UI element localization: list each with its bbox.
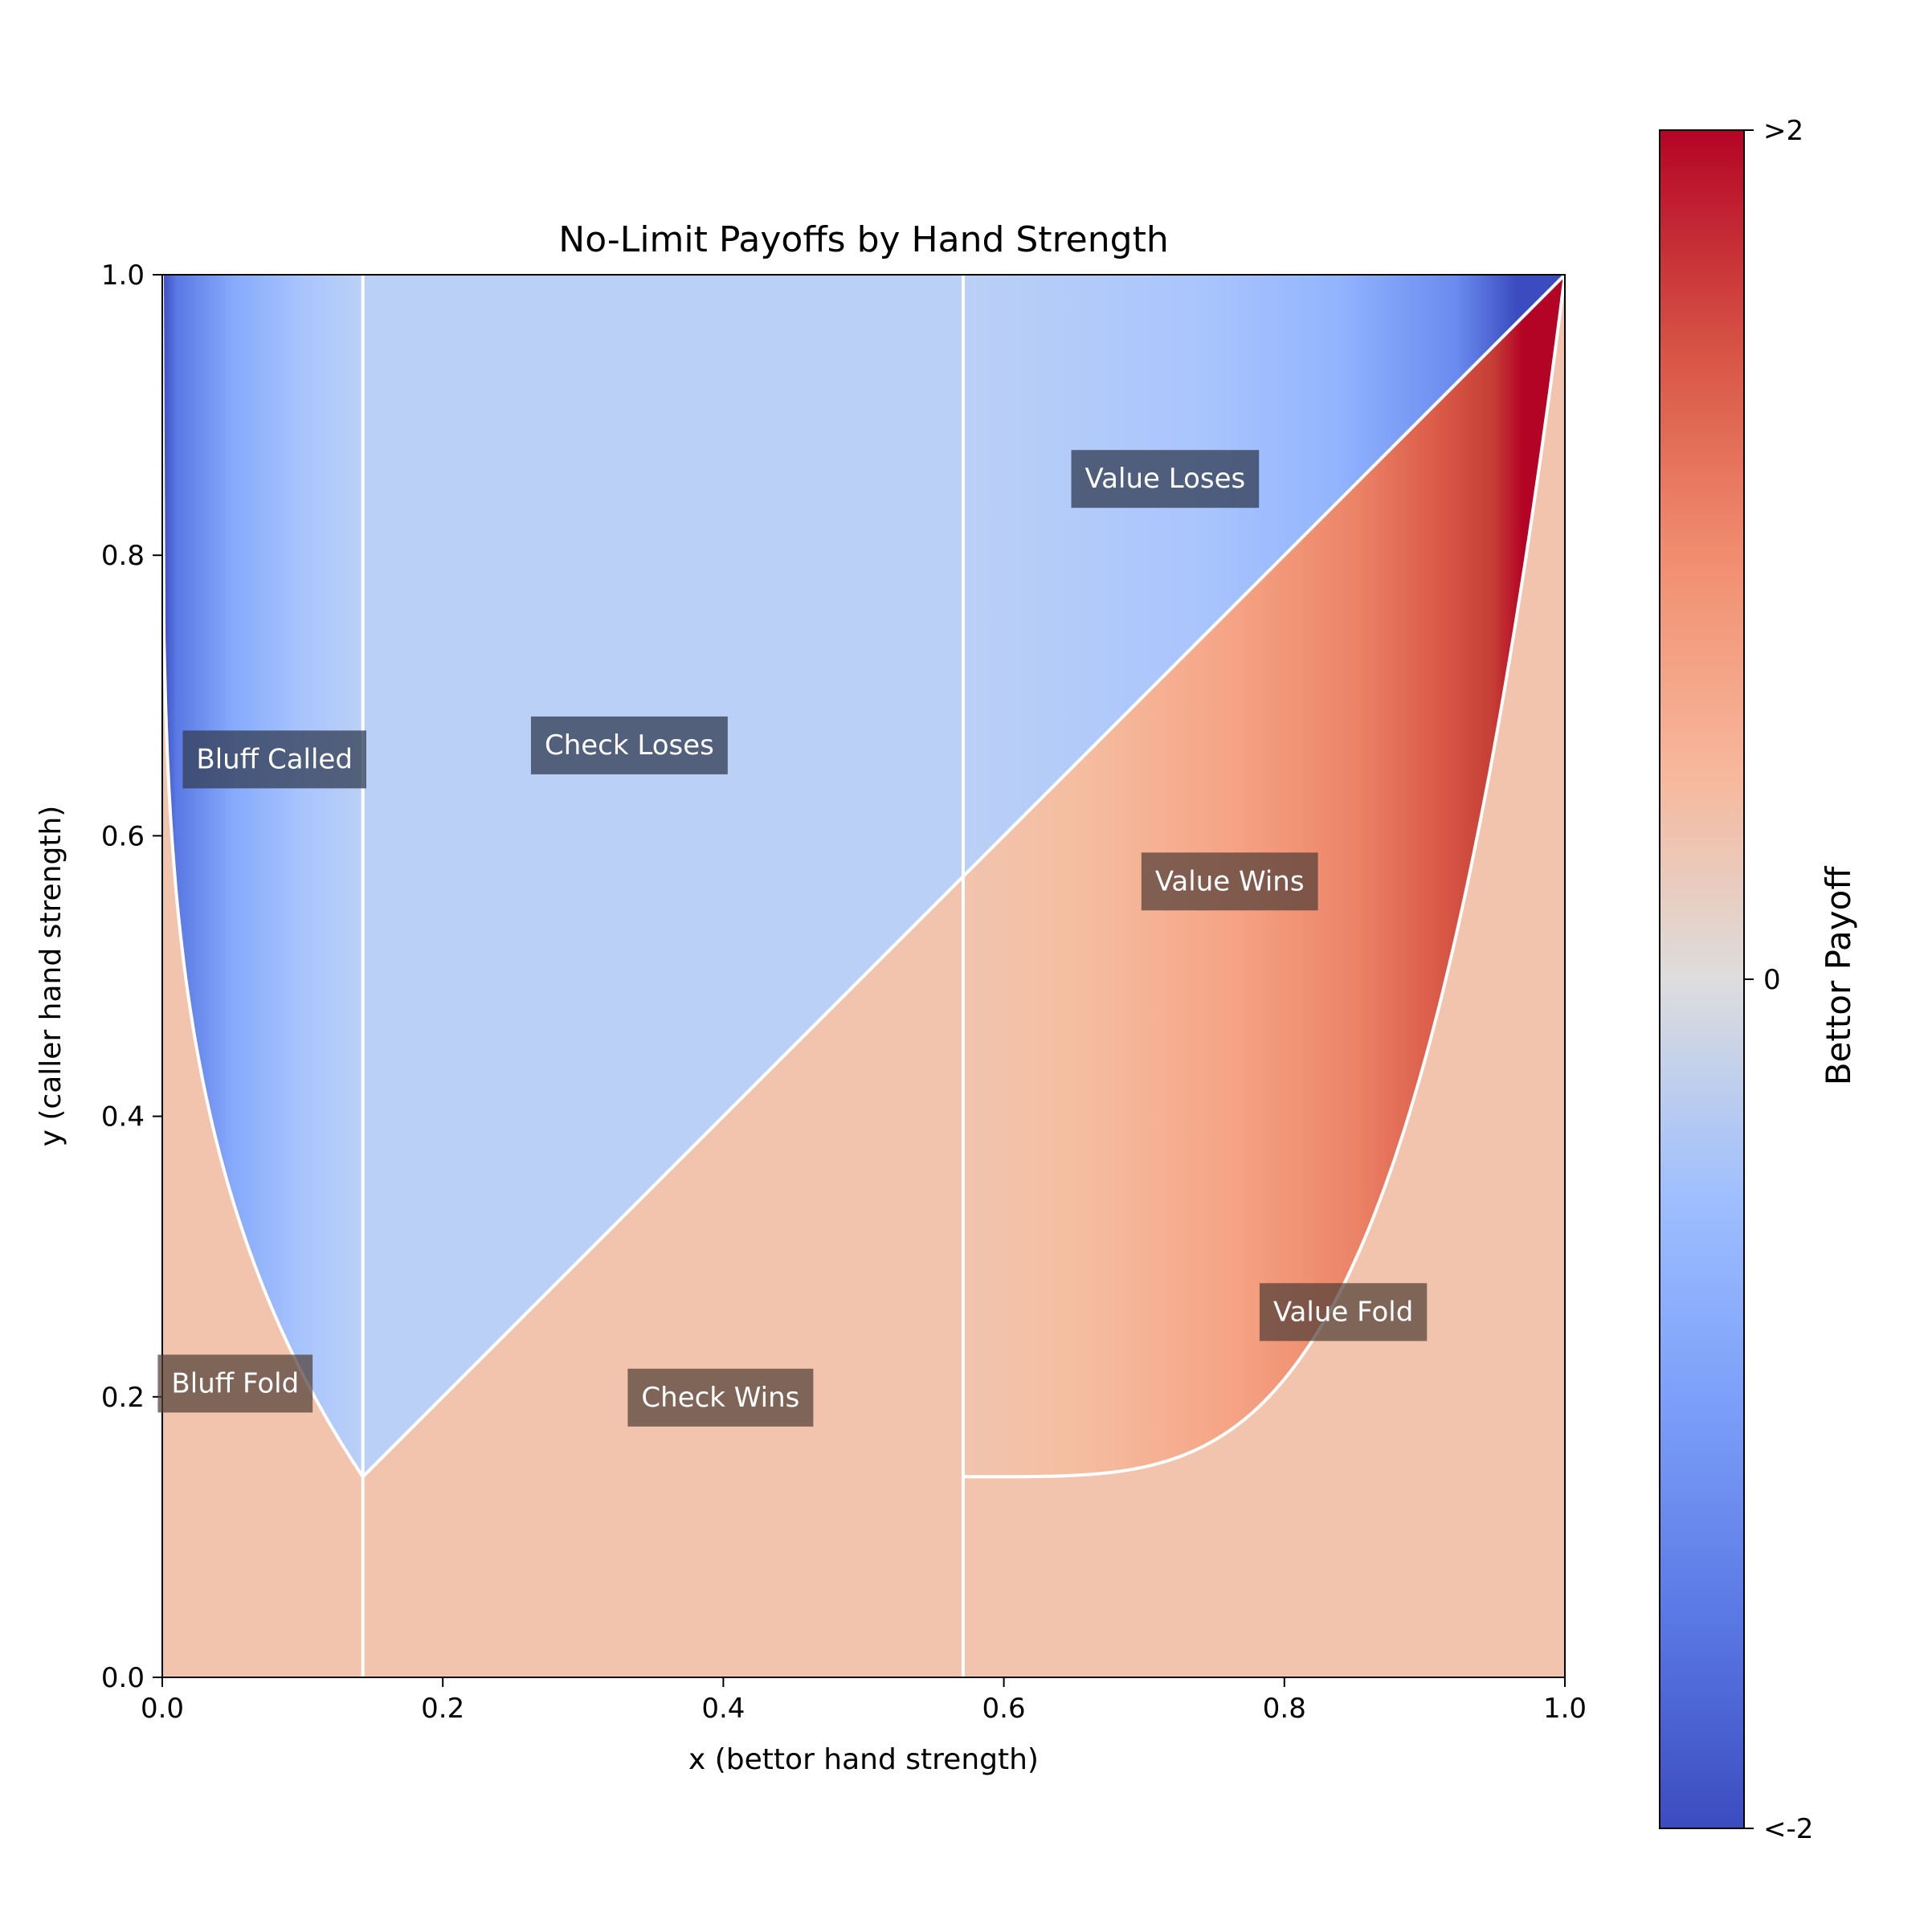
region-label: Bluff Called xyxy=(182,730,366,789)
y-tick-label: 1.0 xyxy=(101,259,145,292)
x-tick-label: 0.2 xyxy=(421,1693,464,1725)
region-label-box xyxy=(1141,852,1318,911)
plot-frame xyxy=(161,274,1566,1678)
region-label-box xyxy=(157,1354,313,1413)
x-axis-label: x (bettor hand strength) xyxy=(688,1743,1039,1776)
region-label: Bluff Fold xyxy=(157,1354,313,1413)
region-label-text: Value Fold xyxy=(1273,1296,1413,1328)
region-bluff-called xyxy=(162,275,363,1477)
colorbar xyxy=(1659,129,1745,1829)
colorbar-tick-label: >2 xyxy=(1763,115,1803,147)
region-label-text: Check Loses xyxy=(545,729,714,762)
region-label-text: Bluff Called xyxy=(196,743,353,775)
region-label-box xyxy=(182,730,366,789)
region-label: Value Wins xyxy=(1141,852,1318,911)
y-tick-label: 0.2 xyxy=(101,1382,145,1414)
region-label-box xyxy=(1071,450,1260,509)
y-tick-label: 0.4 xyxy=(101,1101,145,1133)
x-tick-label: 0.8 xyxy=(1263,1693,1306,1725)
region-label-text: Bluff Fold xyxy=(171,1367,299,1399)
region-label: Value Fold xyxy=(1259,1283,1428,1342)
boundary-value-call-curve xyxy=(963,274,1566,1479)
region-label-text: Value Loses xyxy=(1085,463,1246,495)
boundary-bluff-call-curve xyxy=(161,274,365,1478)
region-label-box xyxy=(627,1368,814,1427)
region-label: Check Loses xyxy=(530,716,728,774)
y-tick-label: 0.8 xyxy=(101,540,145,572)
y-tick-label: 0.6 xyxy=(101,820,145,852)
y-tick-label: 0.0 xyxy=(101,1662,145,1694)
region-label-box xyxy=(530,716,728,774)
x-tick-label: 0.6 xyxy=(982,1693,1026,1725)
region-label: Check Wins xyxy=(627,1368,814,1427)
region-label-text: Check Wins xyxy=(641,1382,799,1414)
y-axis-label: y (caller hand strength) xyxy=(35,806,67,1147)
x-tick-label: 0.0 xyxy=(141,1693,184,1725)
x-tick-label: 1.0 xyxy=(1543,1693,1587,1725)
region-label: Value Loses xyxy=(1071,450,1260,509)
region-check-loses xyxy=(362,275,963,1477)
region-label-box xyxy=(1259,1283,1428,1342)
x-tick-label: 0.4 xyxy=(701,1693,745,1725)
region-label-text: Value Wins xyxy=(1155,865,1305,897)
colorbar-tick-label: 0 xyxy=(1763,964,1781,996)
colorbar-label: Bettor Payoff xyxy=(1819,866,1858,1086)
colorbar-tick-label: <-2 xyxy=(1763,1813,1813,1845)
chart-title: No-Limit Payoffs by Hand Strength xyxy=(558,219,1168,260)
